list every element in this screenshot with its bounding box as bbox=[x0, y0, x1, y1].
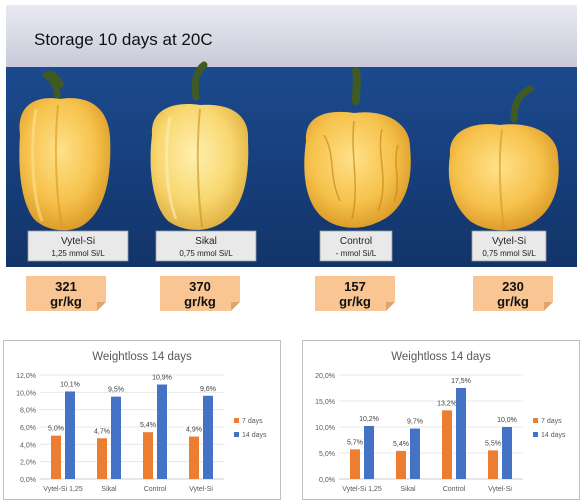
weight-tag-3: 157 gr/kg bbox=[315, 276, 395, 311]
bar-series2 bbox=[364, 425, 374, 479]
bar-series1 bbox=[189, 436, 199, 479]
pepper-4 bbox=[448, 85, 559, 231]
weight-tag-4: 230 gr/kg bbox=[473, 276, 553, 311]
bar-series1 bbox=[442, 410, 452, 479]
bar-series1 bbox=[350, 449, 360, 479]
bar-series1 bbox=[488, 450, 498, 479]
data-label: 10,0% bbox=[497, 417, 517, 424]
bar-series1 bbox=[51, 435, 61, 479]
legend-label: 7 days bbox=[541, 418, 562, 425]
legend-swatch bbox=[533, 418, 538, 423]
x-tick-label: Control bbox=[144, 486, 167, 493]
chart-right: Weightloss 14 days 0,0% 5,0% 10,0% 15,0% 20,0… bbox=[302, 340, 580, 500]
pepper-photo: Storage 10 days at 20C Vytel-Si 1,25 mmo… bbox=[6, 5, 577, 267]
data-label: 4,9% bbox=[186, 427, 202, 434]
weight-tag-2: 370 gr/kg bbox=[160, 276, 240, 311]
pepper-label-2-name: Sikal bbox=[195, 236, 217, 247]
data-label: 9,6% bbox=[200, 386, 216, 393]
pepper-label-1: Vytel-Si 1,25 mmol Si/L bbox=[27, 230, 129, 262]
x-tick-label: Vytel-Si bbox=[488, 486, 512, 493]
pepper-label-2: Sikal 0,75 mmol Si/L bbox=[155, 230, 257, 262]
legend-swatch bbox=[533, 432, 538, 437]
weight-tag-4-value: 230 bbox=[502, 279, 524, 294]
weight-tag-3-value: 157 bbox=[344, 279, 366, 294]
weight-tag-1-value: 321 bbox=[55, 279, 77, 294]
data-label: 9,7% bbox=[407, 419, 423, 426]
weight-tag-4-unit: gr/kg bbox=[497, 294, 529, 309]
y-tick-label: 20,0% bbox=[315, 373, 335, 380]
data-label: 10,2% bbox=[359, 416, 379, 423]
chart-right-svg: Weightloss 14 days 0,0% 5,0% 10,0% 15,0% 20,0… bbox=[315, 351, 566, 493]
data-label: 5,7% bbox=[347, 439, 363, 446]
bar-series2 bbox=[456, 388, 466, 479]
pepper-label-3-name: Control bbox=[340, 236, 372, 247]
chart-left: Weightloss 14 days 0,0% 2,0% 4,0% 6,0% 8,0% 10… bbox=[3, 340, 281, 500]
data-label: 5,5% bbox=[485, 440, 501, 447]
bar-series2 bbox=[203, 395, 213, 479]
pepper-3 bbox=[304, 67, 411, 228]
pepper-label-2-dose: 0,75 mmol Si/L bbox=[179, 249, 233, 258]
y-tick-label: 2,0% bbox=[20, 460, 36, 467]
x-tick-label: Sikal bbox=[101, 486, 117, 493]
legend-label: 7 days bbox=[242, 418, 263, 425]
legend-label: 14 days bbox=[541, 432, 566, 439]
bar-series2 bbox=[65, 391, 75, 479]
y-tick-label: 5,0% bbox=[319, 451, 335, 458]
pepper-label-1-name: Vytel-Si bbox=[61, 236, 95, 247]
data-label: 10,9% bbox=[152, 375, 172, 382]
weight-tag-1-unit: gr/kg bbox=[50, 294, 82, 309]
bar-series2 bbox=[410, 428, 420, 479]
bar-series2 bbox=[157, 384, 167, 479]
pepper-label-1-dose: 1,25 mmol Si/L bbox=[51, 249, 105, 258]
data-label: 13,2% bbox=[437, 400, 457, 407]
data-label: 5,0% bbox=[48, 426, 64, 433]
weight-tag-3-unit: gr/kg bbox=[339, 294, 371, 309]
y-tick-label: 4,0% bbox=[20, 442, 36, 449]
x-tick-label: Control bbox=[443, 486, 466, 493]
y-tick-label: 6,0% bbox=[20, 425, 36, 432]
pepper-label-4-dose: 0,75 mmol Si/L bbox=[482, 249, 536, 258]
legend-swatch bbox=[234, 418, 239, 423]
wall-background bbox=[6, 5, 577, 69]
data-label: 10,1% bbox=[60, 381, 80, 388]
data-label: 5,4% bbox=[393, 441, 409, 448]
data-label: 17,5% bbox=[451, 378, 471, 385]
weight-tag-2-value: 370 bbox=[189, 279, 211, 294]
pepper-label-4: Vytel-Si 0,75 mmol Si/L bbox=[471, 230, 547, 262]
bar-series2 bbox=[111, 396, 121, 479]
chart-title: Weightloss 14 days bbox=[92, 351, 192, 363]
x-tick-label: Vytel-Si bbox=[189, 486, 213, 493]
y-tick-label: 15,0% bbox=[315, 399, 335, 406]
x-tick-label: Sikal bbox=[400, 486, 416, 493]
bar-series1 bbox=[97, 438, 107, 479]
pepper-1 bbox=[19, 70, 111, 231]
legend-label: 14 days bbox=[242, 432, 267, 439]
bar-series1 bbox=[143, 432, 153, 479]
data-label: 4,7% bbox=[94, 428, 110, 435]
data-label: 5,4% bbox=[140, 422, 156, 429]
photo-title: Storage 10 days at 20C bbox=[34, 30, 213, 49]
chart-title: Weightloss 14 days bbox=[391, 351, 491, 363]
weight-tag-2-unit: gr/kg bbox=[184, 294, 216, 309]
y-tick-label: 8,0% bbox=[20, 408, 36, 415]
pepper-label-3: Control - mmol Si/L bbox=[319, 230, 393, 262]
pepper-label-4-name: Vytel-Si bbox=[492, 236, 526, 247]
y-tick-label: 0,0% bbox=[319, 477, 335, 484]
weight-tag-1: 321 gr/kg bbox=[26, 276, 106, 311]
legend-swatch bbox=[234, 432, 239, 437]
chart-left-svg: Weightloss 14 days 0,0% 2,0% 4,0% 6,0% 8,0% 10… bbox=[16, 351, 267, 493]
y-tick-label: 12,0% bbox=[16, 373, 36, 380]
pepper-2 bbox=[150, 61, 249, 230]
x-tick-label: Vytel-Si 1,25 bbox=[342, 486, 382, 493]
y-tick-label: 10,0% bbox=[16, 390, 36, 397]
y-tick-label: 0,0% bbox=[20, 477, 36, 484]
bar-series2 bbox=[502, 427, 512, 479]
bar-series1 bbox=[396, 450, 406, 479]
y-tick-label: 10,0% bbox=[315, 425, 335, 432]
pepper-label-3-dose: - mmol Si/L bbox=[336, 249, 377, 258]
x-tick-label: Vytel-Si 1,25 bbox=[43, 486, 83, 493]
data-label: 9,5% bbox=[108, 387, 124, 394]
